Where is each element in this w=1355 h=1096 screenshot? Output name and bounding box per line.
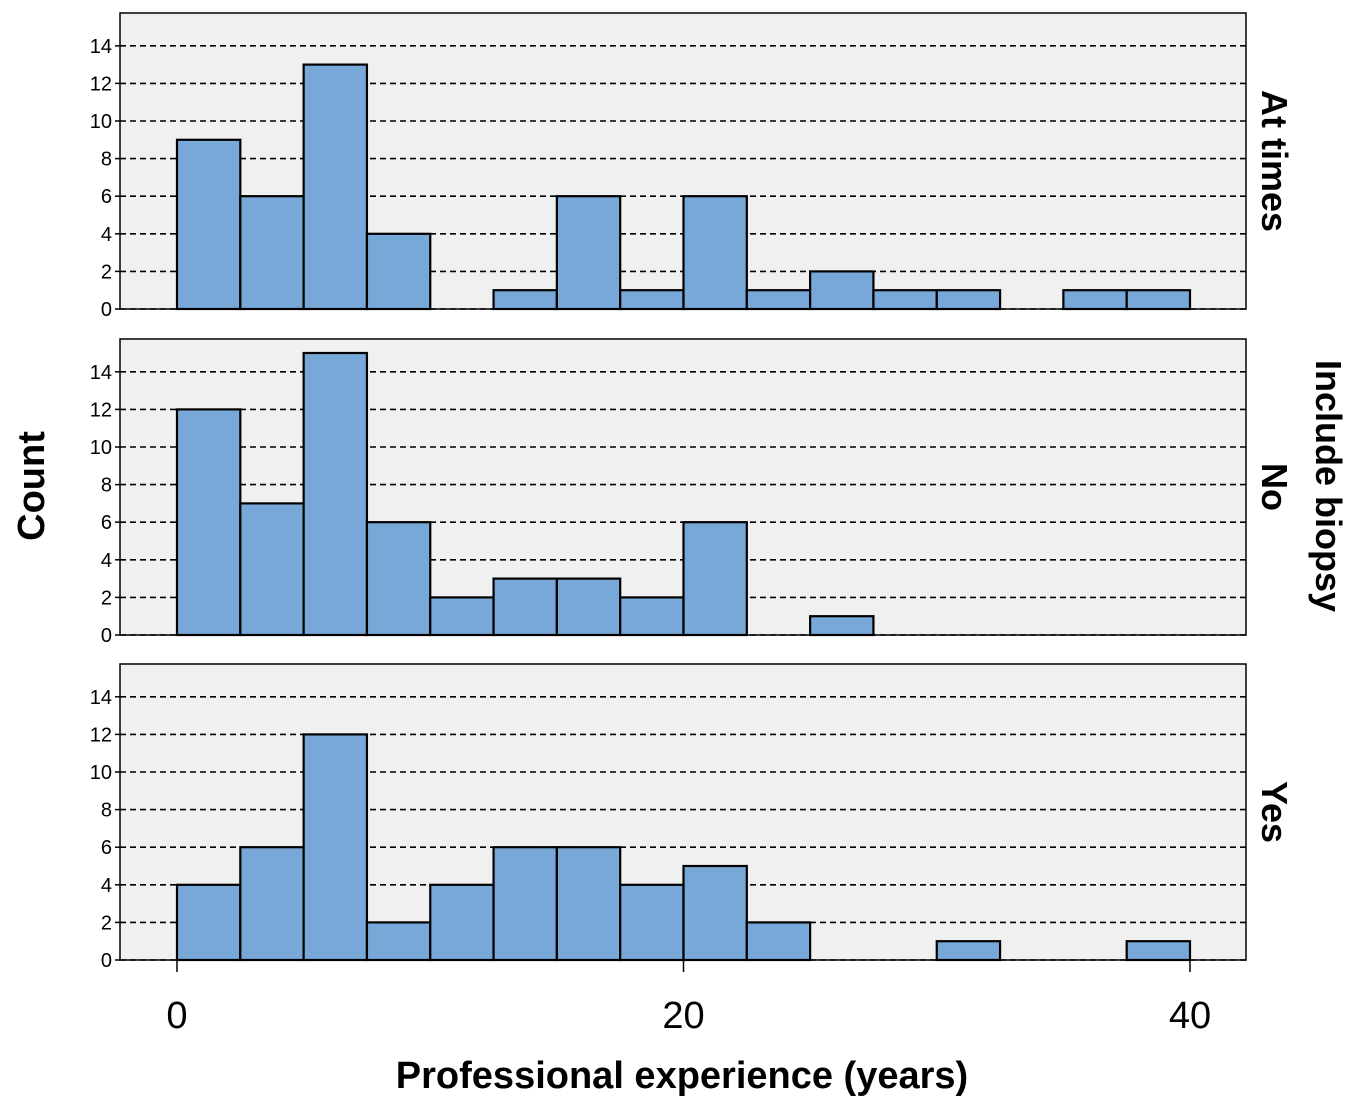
bar xyxy=(682,195,748,311)
panel-at-times: 0 2 4 6 8 10 12 14 At times xyxy=(90,12,1295,321)
bar xyxy=(745,921,812,962)
bar xyxy=(809,270,875,311)
y-tick-label: 14 xyxy=(90,36,112,58)
x-tick-label: 40 xyxy=(1169,995,1211,1037)
bar xyxy=(1062,289,1128,311)
y-tick-label: 6 xyxy=(101,837,112,859)
y-tick-label: 4 xyxy=(101,224,112,246)
y-tick-label: 2 xyxy=(101,261,112,283)
y-tick-label: 2 xyxy=(101,587,112,609)
bar xyxy=(239,502,305,637)
bar xyxy=(935,289,1002,311)
bar xyxy=(429,596,495,637)
y-tick-label: 8 xyxy=(101,800,112,822)
bar xyxy=(872,289,938,311)
bar xyxy=(429,883,495,962)
y-tick-label: 12 xyxy=(90,399,112,421)
bar xyxy=(1125,940,1192,962)
y-tick-label: 10 xyxy=(90,762,112,784)
bar xyxy=(365,521,432,637)
bar xyxy=(555,846,622,962)
bar xyxy=(619,883,685,962)
bar xyxy=(809,615,875,637)
bar xyxy=(682,864,748,962)
bar xyxy=(492,289,558,311)
y-tick-label: 10 xyxy=(90,437,112,459)
y-tick-label: 10 xyxy=(90,111,112,133)
x-tick-label: 20 xyxy=(662,995,704,1037)
y-tick-label: 14 xyxy=(90,362,112,384)
y-tick-label: 12 xyxy=(90,724,112,746)
facet-title: Include biopsy xyxy=(1308,360,1349,612)
bar xyxy=(555,577,622,637)
bar xyxy=(365,232,432,311)
bar xyxy=(239,195,305,311)
y-tick-label: 4 xyxy=(101,550,112,572)
bar xyxy=(302,351,369,637)
y-tick-label: 4 xyxy=(101,875,112,897)
x-axis-title: Professional experience (years) xyxy=(396,1055,968,1096)
bar xyxy=(365,921,432,962)
bar xyxy=(745,289,812,311)
y-tick-label: 8 xyxy=(101,475,112,497)
x-tick-label: 0 xyxy=(166,995,187,1037)
bar xyxy=(492,846,558,962)
y-tick-label: 8 xyxy=(101,149,112,171)
y-tick-label: 0 xyxy=(101,950,112,972)
y-tick-label: 0 xyxy=(101,625,112,647)
y-tick-label: 2 xyxy=(101,912,112,934)
bar xyxy=(492,577,558,637)
y-tick-label: 14 xyxy=(90,687,112,709)
bar xyxy=(935,940,1002,962)
facet-label: No xyxy=(1254,463,1295,511)
y-axis-title: Count xyxy=(11,431,53,541)
bar xyxy=(302,733,369,962)
panel-yes: 0 2 4 6 8 10 12 14 Yes xyxy=(90,663,1295,972)
bar xyxy=(175,408,242,637)
bar xyxy=(619,596,685,637)
bar xyxy=(175,138,242,311)
bar xyxy=(302,63,369,311)
facet-label: At times xyxy=(1254,90,1295,232)
y-tick-label: 0 xyxy=(101,299,112,321)
bar xyxy=(175,883,242,962)
y-tick-label: 12 xyxy=(90,73,112,95)
y-tick-label: 6 xyxy=(101,186,112,208)
bar xyxy=(1125,289,1192,311)
facet-label: Yes xyxy=(1254,781,1295,843)
bar xyxy=(555,195,622,311)
y-tick-label: 6 xyxy=(101,512,112,534)
panel-no: 0 2 4 6 8 10 12 14 No xyxy=(90,338,1295,647)
bar xyxy=(682,521,748,637)
bar xyxy=(239,846,305,962)
bar xyxy=(619,289,685,311)
